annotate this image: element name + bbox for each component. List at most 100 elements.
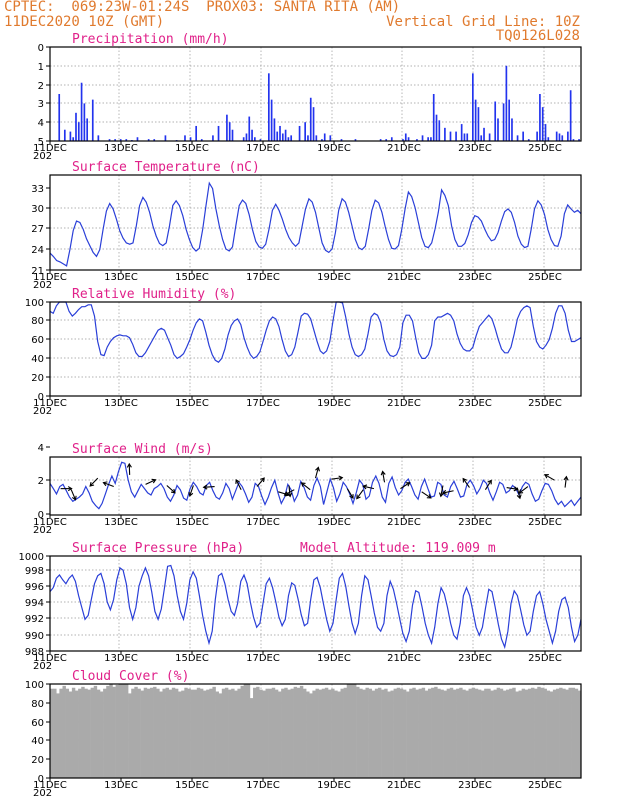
y-tick-label: 20 — [31, 373, 44, 384]
cloud-bar — [287, 689, 291, 778]
cloud-bar — [331, 688, 335, 778]
y-tick-label: 1000 — [19, 552, 44, 563]
cloud-bar — [231, 688, 235, 778]
header-run-id: TQ0126L028 — [495, 28, 580, 44]
wind-arrow-head — [170, 488, 176, 494]
cloud-bar — [574, 688, 579, 778]
x-tick-label: 11DEC — [33, 398, 67, 409]
precip-bar — [184, 135, 186, 141]
precip-bar — [502, 103, 505, 141]
cloud-bar — [346, 684, 351, 778]
cloud-bar — [90, 687, 95, 778]
precip-bar — [217, 125, 220, 141]
cloud-bar — [427, 688, 432, 778]
series-line — [49, 564, 582, 650]
wind-arrow-head — [67, 486, 73, 492]
precip-bar — [578, 139, 580, 141]
precip-bar — [421, 135, 424, 141]
cloud-bar — [249, 698, 254, 778]
x-year-label: 202 — [33, 406, 52, 417]
y-tick-label: 5 — [38, 137, 44, 148]
cloud-bar — [365, 687, 369, 778]
cloud-bar — [415, 689, 419, 778]
wind-arrow-head — [102, 481, 108, 487]
precip-bar — [86, 118, 89, 141]
cloud-bar — [74, 690, 79, 778]
x-tick-label: 23DEC — [458, 780, 492, 791]
cloud-bar — [65, 688, 70, 778]
wind-arrow-head — [362, 484, 368, 490]
panel-title: Relative Humidity (%) — [72, 287, 236, 302]
precip-bar — [460, 124, 463, 141]
panel-title: Surface Temperature (nC) — [72, 160, 260, 175]
cloud-bar — [490, 690, 494, 778]
cloud-bar — [443, 690, 447, 778]
x-year-label: 202 — [33, 280, 52, 291]
cloud-bar — [421, 687, 426, 778]
cloud-bar — [193, 689, 198, 778]
x-tick-label: 19DEC — [317, 398, 351, 409]
y-tick-label: 100 — [25, 298, 44, 309]
precip-bar — [511, 118, 513, 141]
x-tick-label: 21DEC — [387, 517, 421, 528]
cloud-bar — [543, 688, 547, 778]
cloud-bar — [424, 690, 429, 778]
cloud-bar — [412, 687, 416, 778]
cloud-bar — [449, 687, 454, 778]
cloud-bar — [377, 687, 382, 778]
header-datetime: 11DEC2020 10Z (GMT) — [4, 14, 165, 30]
precip-bar — [267, 73, 270, 141]
precip-bar — [427, 137, 429, 141]
precip-bar — [505, 65, 508, 141]
cloud-bar — [50, 688, 54, 778]
precip-bar — [416, 139, 418, 141]
cloud-bar — [356, 686, 360, 778]
cloud-bar — [99, 691, 104, 778]
wind-arrow — [89, 477, 99, 487]
wind-arrow — [203, 485, 215, 488]
wind-arrow — [363, 485, 375, 490]
cloud-bar — [468, 688, 472, 778]
precip-bar — [558, 133, 561, 141]
cloud-bar — [290, 688, 294, 778]
cloud-bar — [246, 684, 251, 778]
cloud-bar — [540, 687, 544, 778]
cloud-bar — [534, 688, 538, 778]
wind-arrow — [421, 491, 432, 499]
precip-bar — [497, 118, 499, 141]
cloud-bar — [274, 689, 279, 778]
precip-bar — [304, 122, 306, 141]
x-tick-label: 15DEC — [175, 780, 209, 791]
cloud-bar — [53, 688, 57, 778]
panel-frame — [49, 46, 582, 142]
x-tick-label: 13DEC — [104, 272, 138, 283]
precip-bar — [248, 116, 251, 141]
cloud-bar — [524, 689, 529, 778]
panel-frame — [49, 555, 582, 652]
precip-bar — [438, 120, 441, 141]
cloud-bar — [521, 688, 526, 778]
cloud-bar — [128, 693, 132, 778]
wind-arrow-head — [405, 482, 411, 487]
precip-bar — [276, 131, 279, 141]
cloud-bar — [359, 688, 363, 778]
precip-bar — [555, 131, 558, 141]
cloud-bar — [303, 688, 307, 778]
precip-bar — [323, 133, 326, 141]
cloud-bar — [87, 689, 91, 778]
cloud-bar — [462, 689, 466, 778]
x-tick-label: 21DEC — [387, 272, 421, 283]
cloud-bar — [396, 687, 401, 778]
x-tick-label: 13DEC — [104, 143, 138, 154]
panel-annotation: Model Altitude: 119.009 m — [300, 541, 496, 556]
precip-bar — [477, 107, 480, 141]
wind-arrow-head — [151, 478, 157, 484]
cloud-bar — [393, 688, 398, 778]
x-tick-label: 15DEC — [175, 143, 209, 154]
cloud-bar — [265, 688, 269, 778]
x-tick-label: 17DEC — [246, 143, 280, 154]
y-tick-label: 990 — [25, 631, 44, 642]
y-tick-label: 4 — [38, 443, 44, 454]
y-tick-label: 2 — [38, 81, 44, 92]
wind-arrow — [284, 489, 295, 496]
